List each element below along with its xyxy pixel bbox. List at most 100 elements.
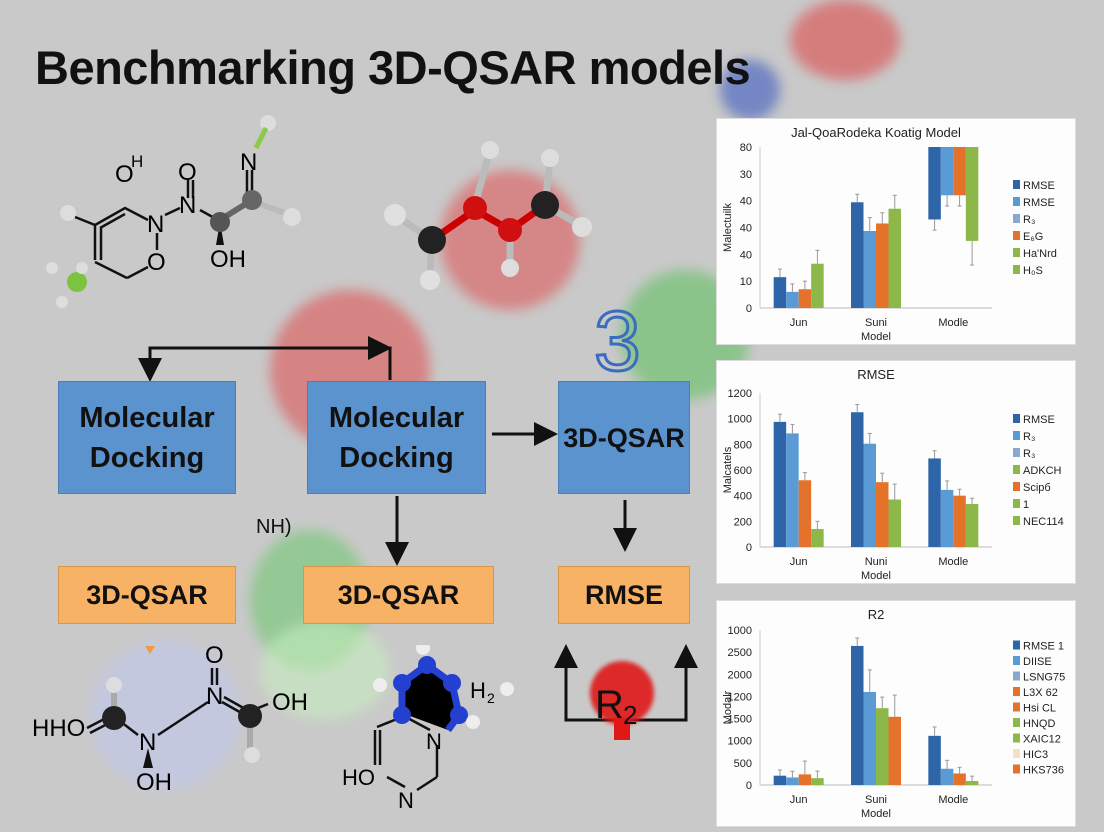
bar-chart-1: Jal-QoaRodeka Koatig Model 0 10 40 40 40 30 80 M… <box>722 125 1057 343</box>
bar-suni-0 <box>851 202 864 308</box>
legend-label: RMSE <box>1023 197 1055 209</box>
atom-label: O <box>147 249 166 276</box>
stray-label: NH) <box>256 516 292 538</box>
y-tick-label: 400 <box>734 491 752 503</box>
x-tick-label: Modle <box>938 794 968 806</box>
legend-swatch <box>1013 764 1020 774</box>
legend-label: HKS736 <box>1023 765 1064 777</box>
y-tick-label: 500 <box>734 758 752 770</box>
bar-jun-0 <box>773 277 787 308</box>
y-tick-label: 80 <box>740 142 752 154</box>
output-box-3d-qsar-2: 3D-QSAR <box>303 566 494 624</box>
y-tick-label: 2500 <box>728 647 752 659</box>
r2-label: R <box>595 683 624 727</box>
legend-label: Hsi CL <box>1023 703 1056 715</box>
y-tick-label: 1500 <box>728 714 752 726</box>
bar-nuni-3 <box>888 499 901 547</box>
r2-blob <box>590 661 654 725</box>
bar-modle-2 <box>953 495 966 547</box>
legend-label: Ha'Nrd <box>1023 248 1057 260</box>
chart-title: Jal-QoaRodeka Koatig Model <box>791 125 961 140</box>
bar-modle-1 <box>940 489 954 547</box>
x-tick-label: Suni <box>865 317 887 329</box>
bar-suni-2 <box>876 223 889 308</box>
bar-jun-2 <box>798 480 812 547</box>
bar-suni-0 <box>851 645 864 785</box>
box-line: Docking <box>89 441 205 474</box>
output-box-rmse: RMSE <box>558 566 690 624</box>
legend-label: H₀S <box>1023 265 1043 277</box>
x-tick-label: Jun <box>790 794 808 806</box>
legend-swatch <box>1013 640 1020 650</box>
bg-sphere-red <box>790 0 900 80</box>
bar-suni-1 <box>863 230 876 308</box>
molecule-top-left: O H N O O N OH N <box>46 115 301 308</box>
box-line: Molecular <box>328 401 465 434</box>
atom-label: N <box>206 683 223 710</box>
bar-modle-2 <box>953 773 966 785</box>
legend-swatch <box>1013 482 1020 491</box>
bar-jun-1 <box>786 433 799 547</box>
bar-modle-3 <box>965 147 979 241</box>
bar-nuni-0 <box>851 412 864 547</box>
legend-swatch <box>1013 733 1020 743</box>
bar-modle-3 <box>965 504 979 547</box>
y-tick-label: 40 <box>740 196 752 208</box>
legend-label: NEC114 <box>1023 516 1064 528</box>
bar-suni-2 <box>876 708 889 785</box>
legend-label: R₃ <box>1023 448 1035 460</box>
legend-swatch <box>1013 414 1020 423</box>
bar-jun-0 <box>773 775 787 785</box>
bar-suni-3 <box>888 716 901 785</box>
legend-swatch <box>1013 214 1020 223</box>
y-axis-label: Malcatels <box>722 446 734 493</box>
x-tick-label: Jun <box>790 556 808 568</box>
box-line: Molecular <box>79 401 215 434</box>
legend-swatch <box>1013 248 1020 257</box>
y-tick-label: 0 <box>746 780 752 792</box>
bar-modle-3 <box>965 781 979 785</box>
bar-modle-2 <box>953 147 966 196</box>
legend-label: RMSE 1 <box>1023 641 1064 653</box>
bg-sphere-blue <box>720 60 780 120</box>
legend-swatch <box>1013 687 1020 696</box>
bar-jun-1 <box>786 291 799 308</box>
chart-panel-3: R2 0 500 1000 1500 1200 2000 2500 1000 Modalr Jun S… <box>716 600 1076 827</box>
atom-label: O <box>178 159 197 186</box>
y-tick-label: 40 <box>740 249 752 261</box>
atom-label: OH <box>272 689 308 716</box>
legend-swatch <box>1013 702 1020 712</box>
legend-label: 1 <box>1023 499 1029 511</box>
legend-label: HNQD <box>1023 718 1055 730</box>
chart-title: RMSE <box>857 367 895 382</box>
legend-label: LSNG75 <box>1023 672 1065 684</box>
legend-swatch <box>1013 718 1020 727</box>
bar-jun-3 <box>811 529 824 547</box>
legend-swatch <box>1013 180 1020 189</box>
y-tick-label: 40 <box>740 223 752 235</box>
x-axis-label: Model <box>861 331 891 343</box>
y-tick-label: 800 <box>734 439 752 451</box>
atom-label: H <box>470 678 486 703</box>
x-axis-label: Model <box>861 570 891 582</box>
flow-arrows: R 2 3 NH) <box>138 293 698 740</box>
bar-suni-3 <box>888 208 901 308</box>
atom-label: HO <box>342 765 375 790</box>
bar-jun-2 <box>798 289 812 308</box>
bar-chart-2: RMSE 0 200 400 600 800 1000 1200 Malcatels Jun Nun… <box>722 367 1064 582</box>
legend-swatch <box>1013 671 1020 681</box>
legend-label: DIISE <box>1023 656 1052 668</box>
y-axis-label: Modalr <box>722 690 734 724</box>
legend-swatch <box>1013 197 1020 206</box>
bar-jun-1 <box>786 777 799 785</box>
y-tick-label: 1200 <box>728 691 752 703</box>
atom-label: N <box>240 149 257 176</box>
legend-label: XAIC12 <box>1023 734 1061 746</box>
y-tick-label: 600 <box>734 465 752 477</box>
legend-label: ADKCH <box>1023 465 1062 477</box>
y-tick-label: 2000 <box>728 669 752 681</box>
y-tick-label: 1000 <box>728 625 752 637</box>
loop-arrow <box>138 346 392 382</box>
molecule-bottom-left: HHO N OH O N OH <box>32 642 308 796</box>
legend-swatch <box>1013 656 1020 665</box>
